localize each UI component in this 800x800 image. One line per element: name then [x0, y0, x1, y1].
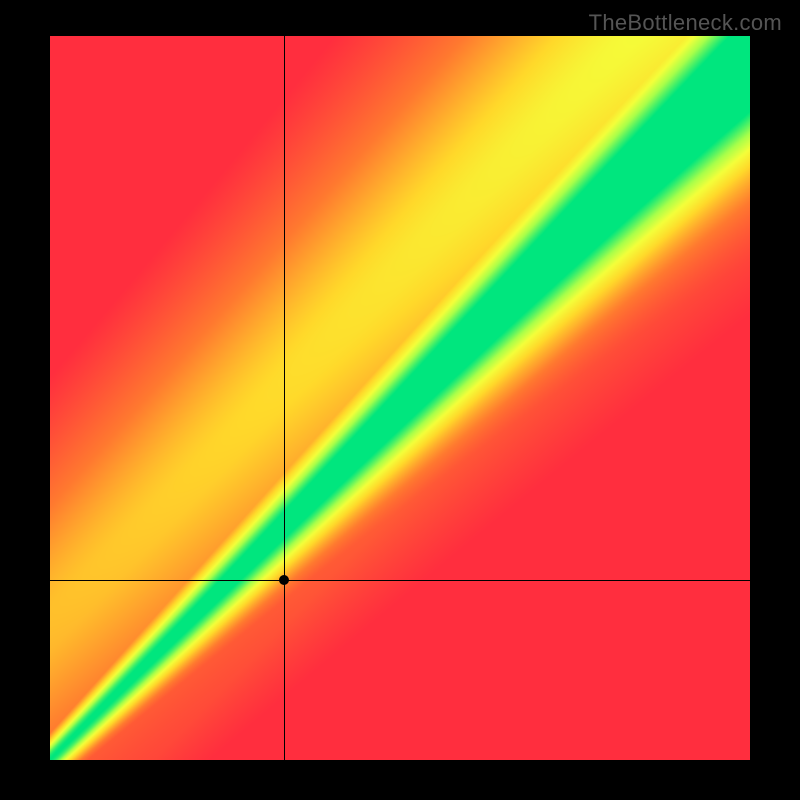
heatmap-canvas: [50, 36, 750, 760]
chart-container: TheBottleneck.com: [0, 0, 800, 800]
crosshair-vertical: [284, 36, 285, 760]
heatmap-plot: [50, 36, 750, 760]
watermark-text: TheBottleneck.com: [589, 10, 782, 36]
marker-dot: [279, 575, 289, 585]
crosshair-horizontal: [50, 580, 750, 581]
